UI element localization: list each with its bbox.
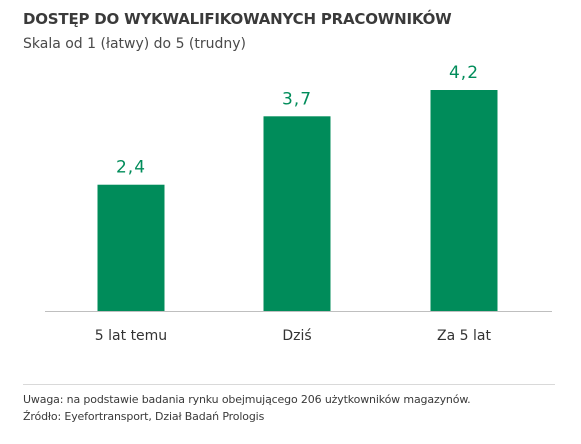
value-label-1: 2,4: [116, 158, 146, 178]
category-labels-group: 5 lat temu Dziś Za 5 lat: [95, 328, 492, 344]
bar-2: [263, 116, 331, 311]
bar-1: [97, 184, 165, 311]
value-labels-group: 2,4 3,7 4,2: [116, 63, 479, 178]
footnote: Uwaga: na podstawie badania rynku obejmu…: [23, 393, 471, 406]
chart-title: DOSTĘP DO WYKWALIFIKOWANYCH PRACOWNIKÓW: [23, 10, 452, 28]
bars-group: [97, 90, 498, 311]
source-note: Źródło: Eyefortransport, Dział Badań Pro…: [23, 410, 265, 423]
bar-chart: 2,4 3,7 4,2 5 lat temu Dziś Za 5 lat: [45, 63, 552, 344]
footer-divider: [23, 384, 555, 385]
chart-subtitle: Skala od 1 (łatwy) do 5 (trudny): [23, 36, 247, 52]
value-label-3: 4,2: [449, 63, 479, 83]
category-label-3: Za 5 lat: [437, 328, 491, 344]
category-label-2: Dziś: [282, 328, 311, 344]
bar-3: [430, 90, 498, 311]
category-label-1: 5 lat temu: [95, 328, 167, 344]
value-label-2: 3,7: [282, 89, 312, 109]
